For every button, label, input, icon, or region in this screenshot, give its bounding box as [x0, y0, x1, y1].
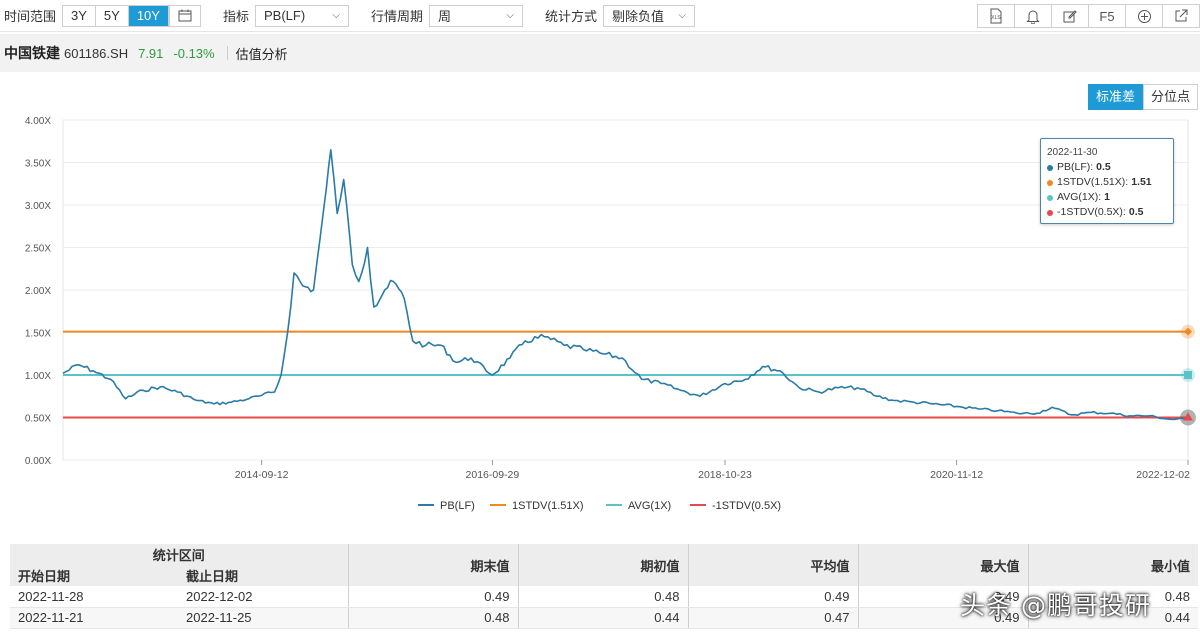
y-tick-label: 3.00X: [25, 201, 51, 212]
x-tick-label: 2016-09-29: [466, 469, 520, 481]
y-tick-label: 2.50X: [25, 244, 51, 255]
stats-table: 统计区间 期末值 期初值 平均值 最大值 最小值 开始日期 截止日期 2022-…: [10, 544, 1198, 629]
toolbar: 时间范围 3Y 5Y 10Y 指标 PB(LF) ⌵ 行情周期 周 ⌵ 统计方式…: [0, 0, 1200, 32]
y-tick-label: 3.50X: [25, 159, 51, 170]
stock-price: 7.91: [138, 45, 164, 61]
xls-export-icon[interactable]: XLS: [977, 4, 1015, 28]
cell: 0.49: [858, 586, 1029, 608]
y-tick-label: 0.50X: [25, 414, 51, 425]
metric-label: 指标: [222, 9, 249, 24]
cell: 2022-11-28: [10, 586, 178, 608]
y-tick-label: 1.00X: [25, 371, 51, 382]
x-tick-label: 2018-10-23: [698, 469, 752, 481]
divider: [226, 46, 228, 60]
y-tick-label: 1.50X: [25, 329, 51, 340]
col-header[interactable]: 期末值: [348, 544, 519, 586]
period-value: 周: [438, 9, 452, 24]
chevron-down-icon: ⌵: [332, 10, 340, 21]
std-dev-tab[interactable]: 标准差: [1087, 84, 1143, 110]
stdv-up-marker: [1184, 327, 1192, 336]
col-header[interactable]: 平均值: [688, 544, 859, 586]
stock-change: -0.13%: [173, 45, 215, 61]
percentile-tab[interactable]: 分位点: [1142, 84, 1198, 110]
cell: 0.49: [858, 607, 1029, 629]
chevron-down-icon: ⌵: [678, 10, 687, 21]
col-header[interactable]: 截止日期: [178, 565, 349, 586]
cell: 0.44: [1028, 607, 1198, 629]
metric-value: PB(LF): [263, 8, 306, 23]
calendar-icon[interactable]: [168, 4, 201, 27]
stat-value: 剔除负值: [612, 9, 665, 24]
range-3y-button[interactable]: 3Y: [63, 5, 96, 26]
y-tick-label: 0.00X: [25, 456, 51, 467]
stdv-down-marker: [1183, 412, 1193, 421]
tooltip-row-stdv-up: 1STDV(1.51X): 1.51: [1047, 175, 1167, 190]
legend-stdv-up-label: 1STDV(1.51X): [512, 500, 584, 512]
series-dot-icon: [1047, 164, 1053, 171]
col-header[interactable]: 期初值: [518, 544, 689, 586]
legend-stdv-down-label: -1STDV(0.5X): [712, 500, 781, 512]
col-header[interactable]: 开始日期: [10, 565, 178, 586]
tooltip-date: 2022-11-30: [1047, 147, 1098, 158]
series-dot-icon: [1047, 179, 1053, 186]
series-dot-icon: [1047, 209, 1053, 216]
plus-circle-icon[interactable]: [1125, 4, 1163, 28]
stat-select[interactable]: 剔除负值 ⌵: [603, 4, 696, 27]
cell: 0.49: [348, 586, 519, 608]
series-dot-icon: [1047, 194, 1053, 201]
table-row: 2022-11-21 2022-11-25 0.48 0.44 0.47 0.4…: [10, 607, 1198, 629]
mode-toggle: 标准差 分位点: [1087, 84, 1198, 110]
cell: 0.48: [1028, 586, 1198, 608]
x-tick-label: 2020-11-12: [930, 469, 983, 481]
pb-line: [62, 149, 1189, 421]
cell: 0.49: [688, 586, 859, 608]
period-label: 行情周期: [370, 9, 423, 24]
stat-label: 统计方式: [545, 9, 598, 24]
col-header[interactable]: 最大值: [858, 544, 1029, 586]
group-header: 统计区间: [10, 544, 349, 565]
cell: 0.48: [348, 607, 519, 629]
chevron-down-icon: ⌵: [506, 10, 514, 21]
cell: 0.44: [518, 607, 689, 629]
bell-icon[interactable]: [1014, 4, 1052, 28]
tooltip-row-pb: PB(LF): 0.5: [1047, 160, 1167, 175]
y-tick-label: 4.00X: [25, 116, 51, 127]
svg-text:XLS: XLS: [991, 15, 1001, 21]
range-10y-button[interactable]: 10Y: [128, 5, 168, 26]
toolbar-icons: XLS F5: [977, 4, 1200, 28]
edit-icon[interactable]: [1051, 4, 1089, 28]
cell: 0.48: [518, 586, 689, 608]
open-external-icon[interactable]: [1162, 4, 1200, 28]
stock-code: 601186.SH: [64, 45, 129, 61]
range-selector: 3Y 5Y 10Y: [62, 4, 169, 27]
section-title: 估值分析: [235, 46, 288, 62]
pb-chart: 0.00X 0.50X 1.00X 1.50X 2.00X 2.50X 3.00X 3.50X…: [25, 116, 1196, 512]
table-row: 2022-11-28 2022-12-02 0.49 0.48 0.49 0.4…: [10, 586, 1198, 608]
watermark: 头条 @鹏哥投研: [960, 591, 1151, 620]
metric-select[interactable]: PB(LF) ⌵: [254, 4, 349, 27]
tooltip-row-avg: AVG(1X): 1: [1047, 190, 1167, 205]
col-header[interactable]: 最小值: [1028, 544, 1198, 586]
period-select[interactable]: 周 ⌵: [429, 4, 523, 27]
avg-marker: [1184, 371, 1192, 379]
range-label: 时间范围: [4, 9, 57, 24]
legend-pb-label: PB(LF): [440, 500, 475, 512]
chart-tooltip: 2022-11-30 PB(LF): 0.5 1STDV(1.51X): 1.51 …: [1040, 138, 1174, 224]
cell: 2022-11-21: [10, 607, 178, 629]
x-tick-label: 2022-12-02: [1136, 469, 1190, 481]
cell: 0.47: [688, 607, 859, 629]
x-tick-label: 2014-09-12: [235, 469, 289, 481]
cell: 2022-12-02: [178, 586, 349, 608]
stock-title-bar: 中国铁建 601186.SH 7.91 -0.13% 估值分析: [0, 34, 1200, 72]
f5-refresh-button[interactable]: F5: [1088, 4, 1126, 28]
cell: 2022-11-25: [178, 607, 349, 629]
range-5y-button[interactable]: 5Y: [95, 5, 129, 26]
tooltip-row-stdv-down: -1STDV(0.5X): 0.5: [1047, 205, 1167, 220]
y-tick-label: 2.00X: [25, 286, 51, 297]
legend-avg-label: AVG(1X): [628, 500, 671, 512]
stock-name: 中国铁建: [4, 45, 60, 61]
